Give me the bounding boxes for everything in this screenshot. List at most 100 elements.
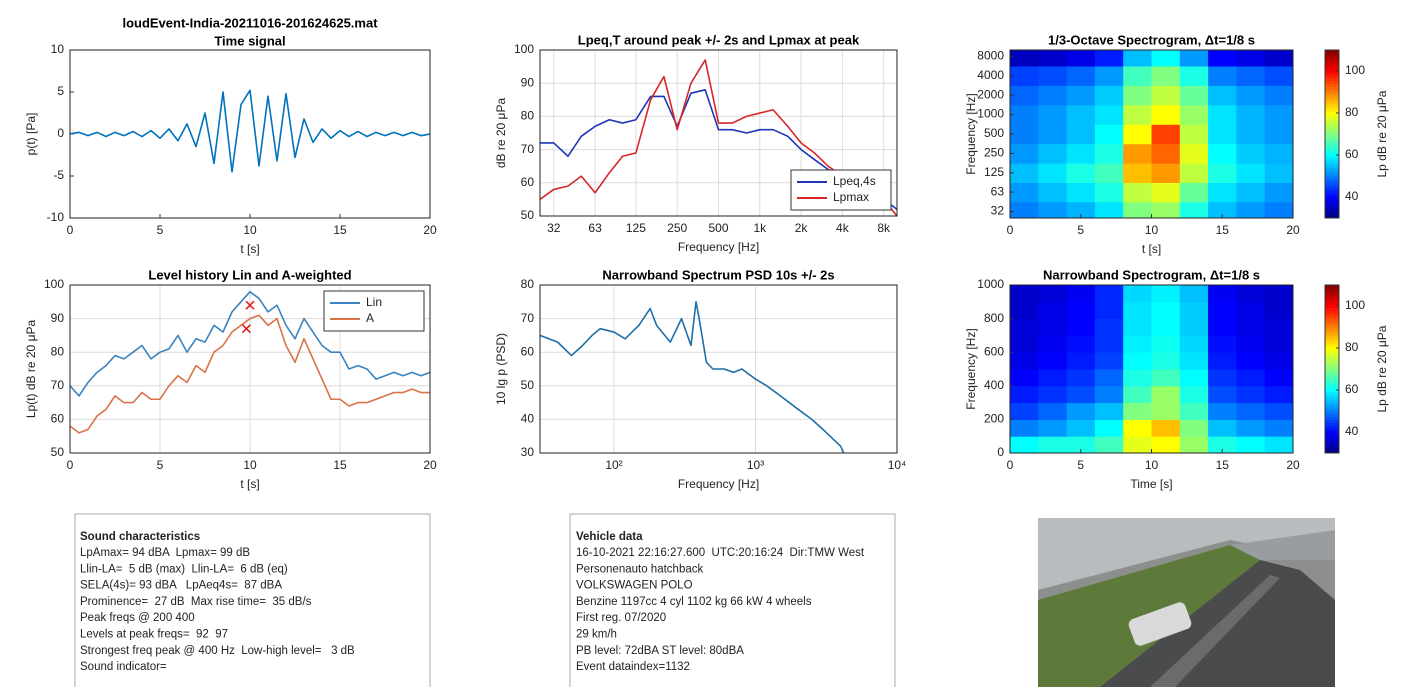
heatmap-cell <box>1151 385 1181 404</box>
heatmap-cell <box>1236 50 1266 67</box>
colorbar-strip <box>1325 153 1339 157</box>
heatmap-cell <box>1151 85 1181 106</box>
x-tick-label: 20 <box>423 458 437 472</box>
y-tick-label: 1000 <box>977 277 1004 291</box>
heatmap-cell <box>1236 85 1266 106</box>
y-tick-label: 80 <box>51 344 65 358</box>
heatmap-cell <box>1123 436 1152 453</box>
colorbar-strip <box>1325 315 1339 320</box>
x-tick-label: 15 <box>1216 223 1230 237</box>
colorbar-strip <box>1325 97 1339 101</box>
colorbar-strip <box>1325 66 1339 71</box>
heatmap-cell <box>1123 182 1152 203</box>
heatmap-cell <box>1094 402 1124 420</box>
text-box <box>569 513 896 687</box>
colorbar-strip <box>1325 374 1339 378</box>
heatmap-cell <box>1123 124 1152 145</box>
y-axis-label: Lp(t) dB re 20 μPa <box>24 320 38 419</box>
y-tick-label: 60 <box>51 412 65 426</box>
colorbar-strip <box>1325 422 1339 426</box>
heatmap-cell <box>1208 385 1237 404</box>
heatmap-cell <box>1123 301 1152 320</box>
heatmap-cell <box>1208 65 1237 86</box>
heatmap-cell <box>1179 124 1209 145</box>
colorbar-strip <box>1325 195 1339 199</box>
colorbar-strip <box>1325 397 1339 401</box>
colorbar-strip <box>1325 307 1339 311</box>
colorbar-frame <box>1324 49 1340 219</box>
heatmap-cell <box>1038 65 1068 86</box>
x-tick-label: 10² <box>605 458 622 472</box>
colorbar-strip <box>1325 58 1339 62</box>
colorbar-strip <box>1325 405 1339 409</box>
heatmap-cell <box>1179 352 1209 370</box>
colorbar-strip <box>1325 89 1339 93</box>
heatmap-cell <box>1123 352 1152 370</box>
heatmap-cell <box>1264 50 1293 67</box>
heatmap-cell <box>1208 285 1237 303</box>
heatmap-cell <box>1038 201 1068 218</box>
heatmap-cell <box>1151 143 1181 164</box>
heatmap-cell <box>1236 65 1266 86</box>
colorbar-tick-label: 80 <box>1345 105 1359 119</box>
colorbar-strip <box>1325 162 1339 166</box>
colorbar-strip <box>1325 329 1339 334</box>
heatmap-cell <box>1010 369 1039 387</box>
data-line <box>70 290 430 397</box>
heatmap-cell <box>1264 369 1293 387</box>
colorbar-strip <box>1325 212 1339 216</box>
colorbar-strip <box>1325 349 1339 353</box>
heatmap-cell <box>1236 143 1266 164</box>
heatmap-cell <box>1010 352 1039 370</box>
chart-title: 1/3-Octave Spectrogram, Δt=1/8 s <box>1048 32 1255 47</box>
y-tick-label: 0 <box>997 445 1004 459</box>
y-axis-label: p(t) [Pa] <box>24 113 38 156</box>
colorbar-tick-label: 40 <box>1345 189 1359 203</box>
colorbar-strip <box>1325 136 1339 141</box>
heatmap-cell <box>1066 369 1096 387</box>
heatmap-cell <box>1236 436 1266 453</box>
heatmap-cell <box>1094 85 1124 106</box>
y-tick-label: 70 <box>521 142 535 156</box>
heatmap-cell <box>1038 104 1068 125</box>
x-tick-label: 250 <box>667 221 687 235</box>
heatmap-cell <box>1123 318 1152 336</box>
heatmap-cell <box>1010 163 1039 183</box>
heatmap-cell <box>1151 436 1181 453</box>
colorbar-strip <box>1325 416 1339 420</box>
panel-line: Benzine 1197cc 4 cyl 1102 kg 66 kW 4 whe… <box>576 596 812 608</box>
colorbar-strip <box>1325 198 1339 202</box>
colorbar-strip <box>1325 204 1339 208</box>
colorbar-tick-label: 100 <box>1345 298 1365 312</box>
colorbar-strip <box>1325 391 1339 395</box>
heatmap-cell <box>1151 124 1181 145</box>
heatmap-cell <box>1066 352 1096 370</box>
heatmap-cell <box>1151 182 1181 203</box>
heatmap-cell <box>1123 385 1152 404</box>
heatmap-cell <box>1066 201 1096 218</box>
y-axis-label: Frequency [Hz] <box>964 93 978 174</box>
heatmap-cell <box>1123 50 1152 67</box>
x-axis-label: Frequency [Hz] <box>678 477 759 491</box>
y-tick-label: 10 <box>51 42 65 56</box>
heatmap-cell <box>1151 335 1181 353</box>
heatmap-cell <box>1264 163 1293 183</box>
x-tick-label: 10³ <box>747 458 764 472</box>
x-tick-label: 8k <box>877 221 891 235</box>
heatmap-cell <box>1123 85 1152 106</box>
x-tick-label: 125 <box>626 221 646 235</box>
x-tick-label: 0 <box>1007 223 1014 237</box>
legend-box <box>790 169 892 211</box>
heatmap-cell <box>1010 335 1039 353</box>
colorbar-strip <box>1325 122 1339 127</box>
heatmap-cell <box>1010 143 1039 164</box>
heatmap-cell <box>1264 285 1293 303</box>
colorbar-strip <box>1325 290 1339 294</box>
colorbar-strip <box>1325 117 1339 121</box>
heatmap-cell <box>1038 369 1068 387</box>
heatmap-cell <box>1038 352 1068 370</box>
colorbar-strip <box>1325 439 1339 443</box>
y-tick-label: 100 <box>514 42 534 56</box>
colorbar-strip <box>1325 377 1339 381</box>
heatmap-cell <box>1151 352 1181 370</box>
